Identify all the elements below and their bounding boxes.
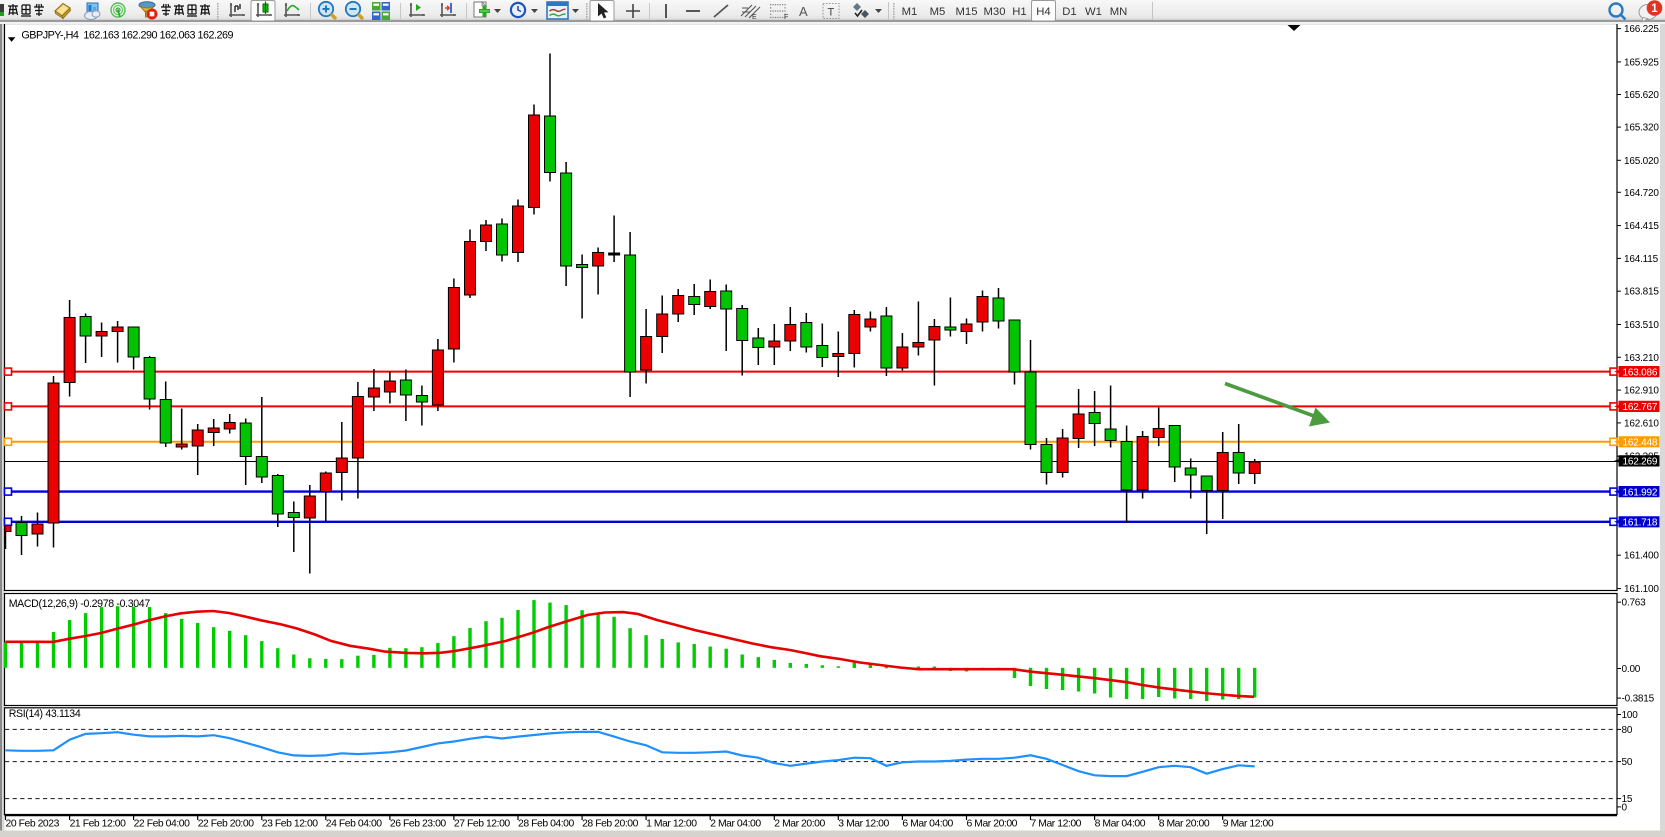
svg-text:15: 15 [1622,794,1633,805]
svg-text:162.269: 162.269 [1623,457,1658,468]
svg-text:1: 1 [1651,3,1658,15]
svg-text:3 Mar 12:00: 3 Mar 12:00 [838,819,889,830]
svg-text:165.620: 165.620 [1624,90,1659,101]
svg-text:162.448: 162.448 [1623,438,1658,449]
svg-text:MACD(12,26,9) -0.2978 -0.3047: MACD(12,26,9) -0.2978 -0.3047 [9,598,151,610]
svg-text:161.992: 161.992 [1623,487,1658,498]
svg-text:W1: W1 [1085,6,1102,18]
svg-text:20 Feb 2023: 20 Feb 2023 [6,819,60,830]
svg-text:162.767: 162.767 [1623,402,1658,413]
svg-text:22 Feb 20:00: 22 Feb 20:00 [198,819,255,830]
svg-text:22 Feb 04:00: 22 Feb 04:00 [134,819,191,830]
svg-text:E: E [752,14,757,21]
svg-text:7 Mar 12:00: 7 Mar 12:00 [1031,819,1082,830]
svg-text:164.720: 164.720 [1624,188,1659,199]
svg-text:6 Mar 04:00: 6 Mar 04:00 [902,819,953,830]
svg-text:0: 0 [1622,802,1628,813]
svg-text:F: F [784,14,788,21]
svg-text:A: A [799,4,808,19]
svg-text:165.925: 165.925 [1624,57,1659,68]
svg-text:8 Mar 20:00: 8 Mar 20:00 [1159,819,1210,830]
svg-text:163.815: 163.815 [1624,287,1659,298]
svg-text:2 Mar 04:00: 2 Mar 04:00 [710,819,761,830]
svg-text:21 Feb 12:00: 21 Feb 12:00 [70,819,127,830]
svg-text:163.510: 163.510 [1624,320,1659,331]
svg-text:26 Feb 23:00: 26 Feb 23:00 [390,819,447,830]
svg-text:162.610: 162.610 [1624,418,1659,429]
svg-text:D1: D1 [1062,6,1076,18]
svg-text:M1: M1 [902,6,918,18]
svg-text:166.225: 166.225 [1624,24,1659,35]
svg-text:163.210: 163.210 [1624,353,1659,364]
svg-text:8 Mar 04:00: 8 Mar 04:00 [1095,819,1146,830]
svg-text:0.00: 0.00 [1622,664,1641,675]
svg-text:0.763: 0.763 [1622,598,1647,609]
svg-text:161.400: 161.400 [1624,551,1659,562]
svg-text:27 Feb 12:00: 27 Feb 12:00 [454,819,511,830]
svg-text:M30: M30 [984,6,1006,18]
svg-text:MN: MN [1110,6,1128,18]
svg-text:80: 80 [1622,725,1633,736]
svg-text:23 Feb 12:00: 23 Feb 12:00 [262,819,319,830]
svg-text:6 Mar 20:00: 6 Mar 20:00 [967,819,1018,830]
svg-text:H4: H4 [1036,6,1050,18]
svg-text:T: T [828,7,835,19]
svg-text:164.115: 164.115 [1624,254,1659,265]
svg-text:163.086: 163.086 [1623,367,1658,378]
svg-text:-0.3815: -0.3815 [1622,694,1655,705]
svg-text:9 Mar 12:00: 9 Mar 12:00 [1223,819,1274,830]
svg-text:162.910: 162.910 [1624,386,1659,397]
svg-text:50: 50 [1622,757,1633,768]
svg-text:28 Feb 20:00: 28 Feb 20:00 [582,819,639,830]
svg-text:2 Mar 20:00: 2 Mar 20:00 [774,819,825,830]
svg-text:161.100: 161.100 [1624,584,1659,595]
svg-text:H1: H1 [1012,6,1026,18]
svg-text:1 Mar 12:00: 1 Mar 12:00 [646,819,697,830]
svg-text:164.415: 164.415 [1624,221,1659,232]
svg-text:165.020: 165.020 [1624,156,1659,167]
svg-text:M5: M5 [930,6,946,18]
svg-text:100: 100 [1622,710,1639,721]
svg-text:24 Feb 04:00: 24 Feb 04:00 [326,819,383,830]
svg-text:GBPJPY-,H4 162.163 162.290 16: GBPJPY-,H4 162.163 162.290 162.063 162.2… [21,30,233,42]
svg-text:165.320: 165.320 [1624,123,1659,134]
svg-text:RSI(14) 43.1134: RSI(14) 43.1134 [9,708,81,720]
svg-text:M15: M15 [956,6,978,18]
svg-text:161.718: 161.718 [1623,518,1658,529]
svg-text:28 Feb 04:00: 28 Feb 04:00 [518,819,575,830]
